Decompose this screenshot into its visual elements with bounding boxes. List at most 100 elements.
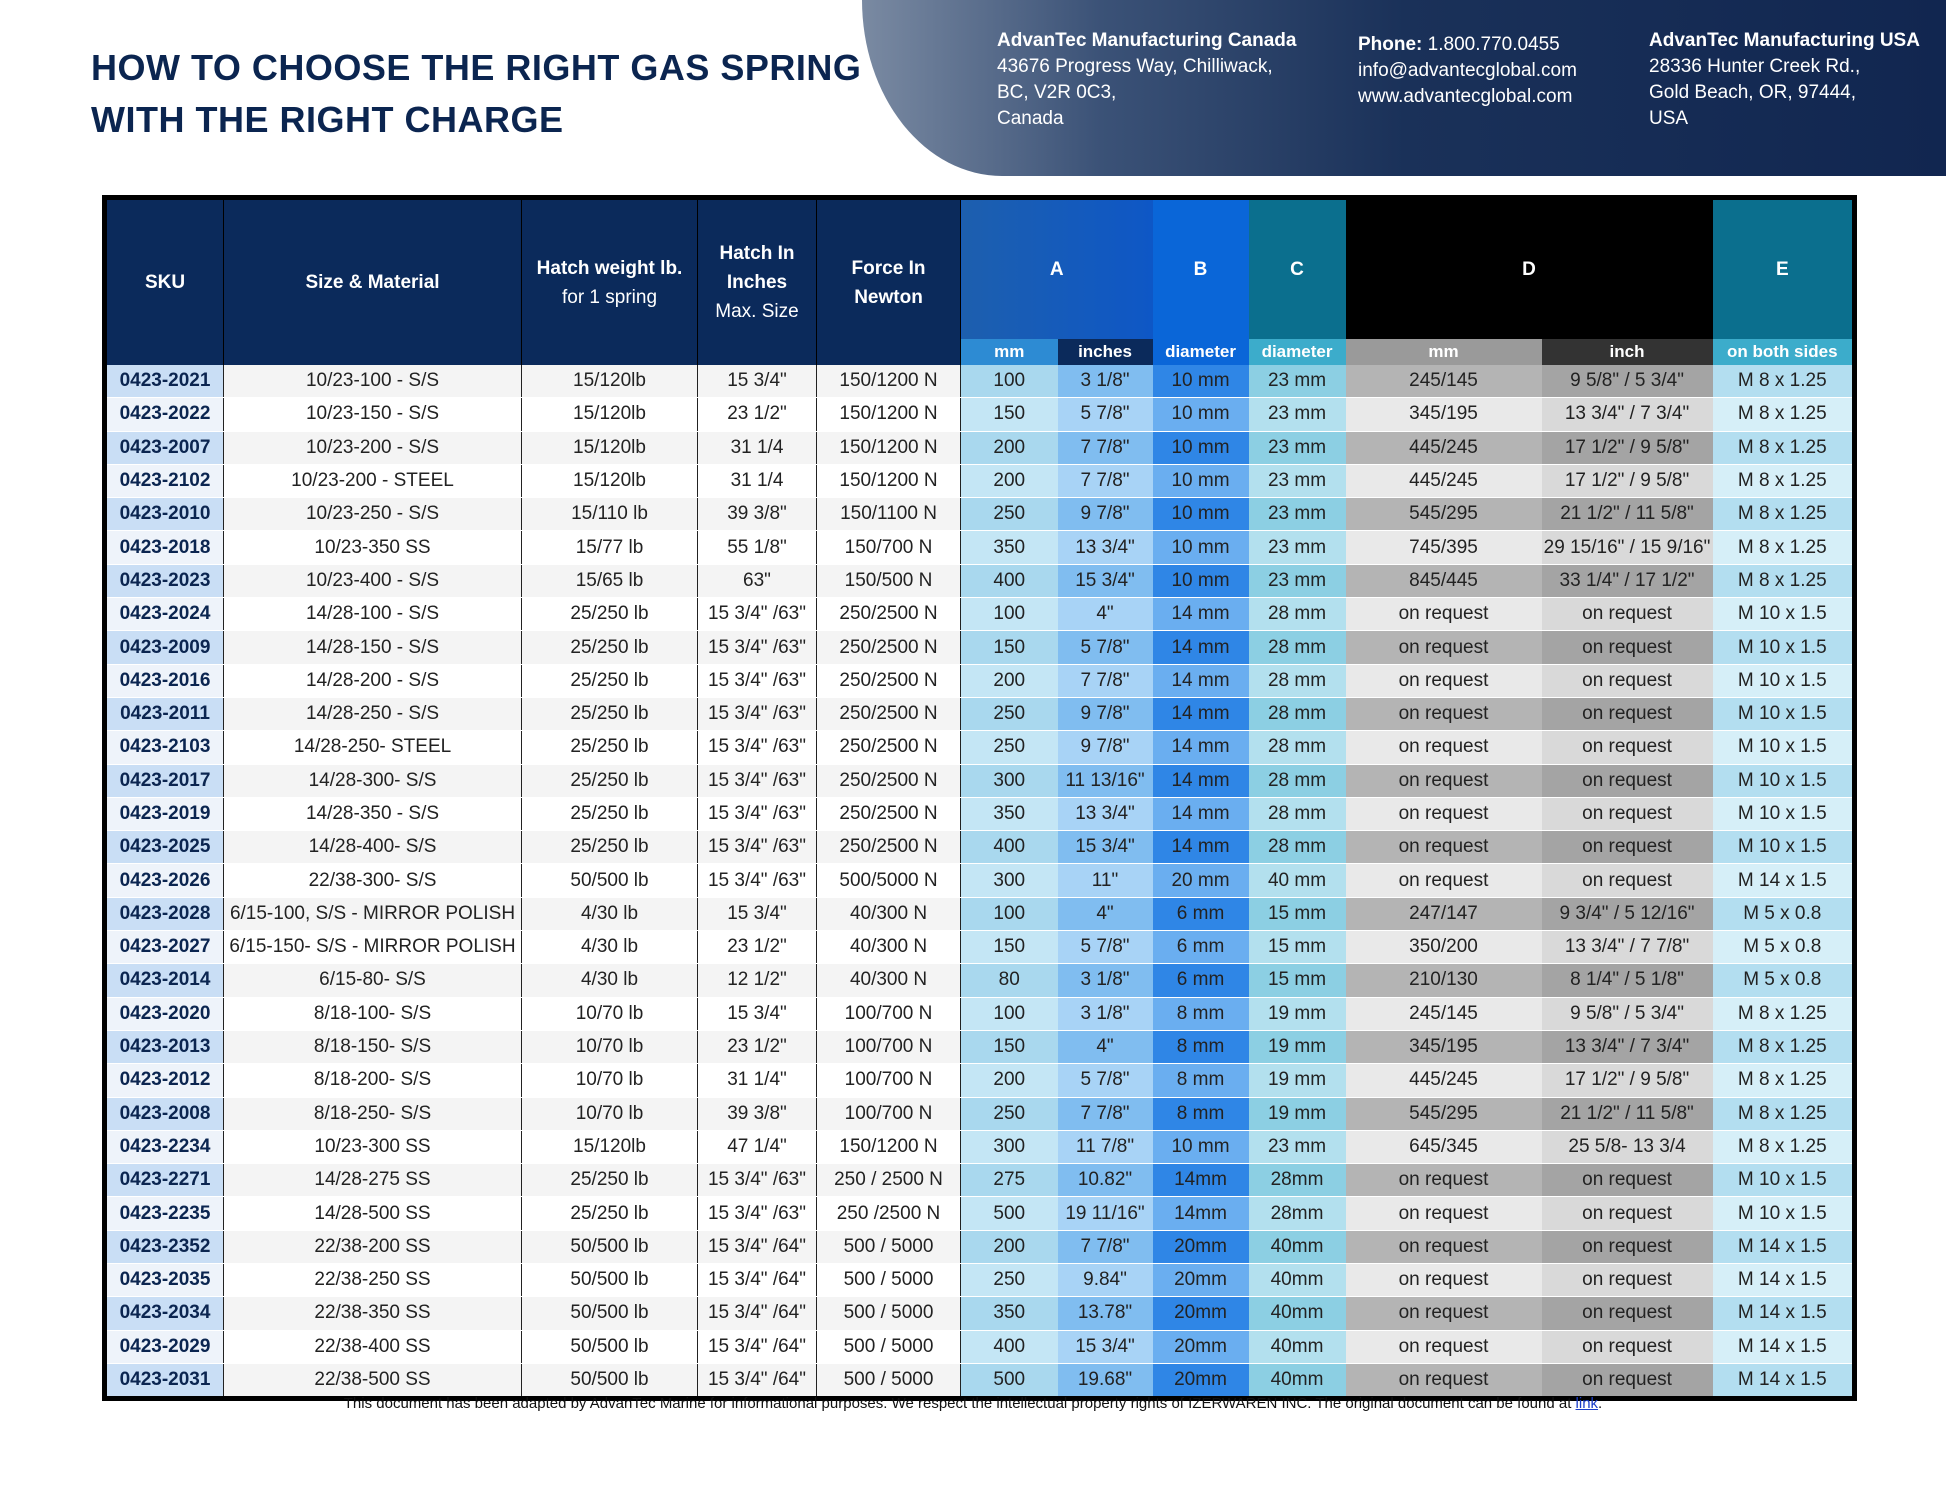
table-row: 0423-2011 14/28-250 - S/S 25/250 lb 15 3/4"… (104, 697, 1855, 732)
table-row: 0423-2027 6/15-150- S/S - MIRROR POLISH 4/… (104, 930, 1855, 965)
table-cell: 250/2500 N (816, 764, 961, 798)
table-cell: 0423-2028 (104, 897, 224, 932)
table-cell: 15 3/4" /63" (697, 664, 817, 698)
table-cell: M 14 x 1.5 (1712, 1230, 1855, 1265)
table-cell: 11 13/16" (1057, 764, 1153, 798)
table-cell: on request (1541, 1330, 1713, 1364)
table-cell: 20mm (1152, 1363, 1249, 1400)
table-cell: 23 mm (1248, 1130, 1346, 1165)
table-cell: M 8 x 1.25 (1712, 497, 1855, 532)
table-cell: 8 mm (1152, 1063, 1249, 1098)
table-cell: M 8 x 1.25 (1712, 365, 1855, 399)
table-cell: 8 mm (1152, 1097, 1249, 1131)
table-cell: on request (1541, 764, 1713, 798)
table-cell: on request (1541, 630, 1713, 665)
table-cell: 150/1200 N (816, 431, 961, 465)
table-cell: 40mm (1248, 1296, 1346, 1331)
table-cell: 245/145 (1345, 365, 1542, 399)
table-cell: 7 7/8" (1057, 464, 1153, 499)
table-cell: 13 3/4" / 7 3/4" (1541, 1030, 1713, 1065)
table-cell: 40mm (1248, 1263, 1346, 1298)
table-cell: 445/245 (1345, 431, 1542, 465)
table-cell: 150 (960, 930, 1058, 965)
table-cell: M 10 x 1.5 (1712, 664, 1855, 698)
header-text: Force In (851, 257, 926, 279)
table-cell: 40/300 N (816, 930, 961, 965)
table-cell: on request (1345, 863, 1542, 898)
table-cell: 0423-2022 (104, 397, 224, 432)
table-cell: 3 1/8" (1057, 997, 1153, 1031)
table-cell: on request (1541, 1296, 1713, 1331)
table-cell: 150/1100 N (816, 497, 961, 532)
table-cell: 250/2500 N (816, 830, 961, 865)
table-cell: 400 (960, 1330, 1058, 1364)
table-cell: 150/1200 N (816, 397, 961, 432)
table-cell: M 5 x 0.8 (1712, 930, 1855, 965)
table-cell: 3 1/8" (1057, 365, 1153, 399)
title-line: HOW TO CHOOSE THE RIGHT GAS SPRING (91, 47, 862, 88)
table-cell: 19 mm (1248, 1030, 1346, 1065)
table-cell: 15 3/4" /63" (697, 730, 817, 765)
table-cell: 28mm (1248, 1163, 1346, 1198)
table-cell: on request (1345, 1330, 1542, 1364)
table-cell: 0423-2009 (104, 630, 224, 665)
table-cell: on request (1541, 1363, 1713, 1400)
table-cell: 210/130 (1345, 963, 1542, 998)
table-cell: 50/500 lb (521, 1330, 698, 1364)
table-cell: 31 1/4 (697, 431, 817, 465)
table-cell: 9 5/8" / 5 3/4" (1541, 365, 1713, 399)
table-cell: 6/15-80- S/S (223, 963, 522, 998)
table-cell: 15 3/4" /63" (697, 863, 817, 898)
table-cell: 0423-2007 (104, 431, 224, 465)
table-cell: 10 mm (1152, 530, 1249, 565)
table-cell: 25/250 lb (521, 697, 698, 732)
table-cell: on request (1345, 1296, 1542, 1331)
table-row: 0423-2025 14/28-400- S/S 25/250 lb 15 3/4" … (104, 830, 1855, 865)
table-cell: 3 1/8" (1057, 963, 1153, 998)
table-cell: 8/18-200- S/S (223, 1063, 522, 1098)
table-cell: 15 3/4" /63" (697, 1163, 817, 1198)
table-cell: 15 mm (1248, 963, 1346, 998)
table-cell: 10 mm (1152, 564, 1249, 599)
contact-line[interactable]: www.advantecglobal.com (1358, 86, 1573, 107)
table-cell: 845/445 (1345, 564, 1542, 599)
table-cell: 300 (960, 764, 1058, 798)
table-row: 0423-2234 10/23-300 SS 15/120lb 47 1/4" 150/… (104, 1130, 1855, 1165)
table-cell: on request (1541, 1196, 1713, 1231)
contact-line[interactable]: info@advantecglobal.com (1358, 60, 1577, 81)
subheader-cell: diameter (1248, 339, 1346, 365)
table-cell: 0423-2234 (104, 1130, 224, 1165)
table-row: 0423-2028 6/15-100, S/S - MIRROR POLISH 4/… (104, 897, 1855, 932)
table-cell: 28 mm (1248, 730, 1346, 765)
table-cell: 300 (960, 1130, 1058, 1165)
table-cell: 20mm (1152, 1230, 1249, 1265)
table-cell: 19 11/16" (1057, 1196, 1153, 1231)
table-cell: 21 1/2" / 11 5/8" (1541, 497, 1713, 532)
table-cell: 345/195 (1345, 397, 1542, 432)
table-cell: M 10 x 1.5 (1712, 1163, 1855, 1198)
table-cell: on request (1345, 797, 1542, 832)
table-cell: 29 15/16" / 15 9/16" (1541, 530, 1713, 565)
table-cell: 250/2500 N (816, 597, 961, 632)
footer-link[interactable]: link (1575, 1395, 1599, 1412)
table-cell: 250 (960, 697, 1058, 732)
table-cell: 500 / 5000 (816, 1363, 961, 1400)
table-cell: 100 (960, 365, 1058, 399)
table-cell: 14/28-500 SS (223, 1196, 522, 1231)
table-cell: 4/30 lb (521, 963, 698, 998)
table-cell: 14 mm (1152, 597, 1249, 632)
table-row: 0423-2008 8/18-250- S/S 10/70 lb 39 3/8" 100… (104, 1097, 1855, 1131)
table-cell: 40mm (1248, 1363, 1346, 1400)
subheader-cell: on both sides (1712, 339, 1855, 365)
table-cell: 15/65 lb (521, 564, 698, 599)
table-cell: M 8 x 1.25 (1712, 397, 1855, 432)
table-cell: 0423-2102 (104, 464, 224, 499)
table-cell: 10/70 lb (521, 1063, 698, 1098)
table-cell: 14 mm (1152, 764, 1249, 798)
table-row: 0423-2235 14/28-500 SS 25/250 lb 15 3/4" /6… (104, 1196, 1855, 1231)
table-cell: 10/23-350 SS (223, 530, 522, 565)
table-cell: 25/250 lb (521, 830, 698, 865)
table-cell: 10 mm (1152, 365, 1249, 399)
table-cell: 14 mm (1152, 697, 1249, 732)
table-row: 0423-2034 22/38-350 SS 50/500 lb 15 3/4" /6… (104, 1296, 1855, 1331)
